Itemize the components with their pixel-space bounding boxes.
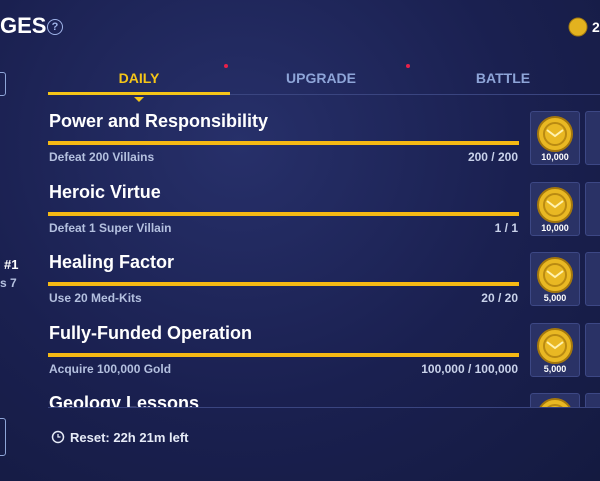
screen-title: GES <box>0 13 47 38</box>
currency-icon <box>568 17 588 37</box>
challenge-description: Acquire 100,000 Gold <box>49 361 172 376</box>
side-panel-edge <box>0 72 6 96</box>
reward-box-secondary[interactable] <box>585 111 600 165</box>
reward-amount: 5,000 <box>543 363 567 374</box>
challenge-title: Heroic Virtue <box>49 181 161 202</box>
reward-box-secondary[interactable] <box>585 252 600 306</box>
progress-bar <box>48 141 519 145</box>
side-rank: #1 <box>4 257 19 272</box>
reward-amount: 5,000 <box>543 293 567 303</box>
tab-pointer <box>134 97 144 102</box>
reward-box-secondary[interactable] <box>585 181 600 236</box>
progress-bar <box>48 282 519 286</box>
challenge-title: Fully-Funded Operation <box>49 322 252 343</box>
challenge-title: Healing Factor <box>49 252 175 272</box>
tab[interactable]: DAILY <box>118 70 160 86</box>
footer-divider <box>48 407 600 408</box>
challenge-title: Geology Lessons <box>49 393 200 407</box>
reward-box[interactable]: 5,000 <box>530 322 580 377</box>
help-button[interactable]: ? <box>47 19 63 35</box>
currency-amount: 2 <box>592 19 600 35</box>
side-sub: s 7 <box>0 276 17 290</box>
challenge-item: Fully-Funded Operation Acquire 100,000 Go… <box>0 315 600 385</box>
clock-icon <box>51 430 65 444</box>
challenge-item: Heroic Virtue Defeat 1 Super Villain 1 / 1… <box>0 174 600 244</box>
notification-dot <box>406 64 410 68</box>
notification-dot <box>224 64 228 68</box>
challenge-progress: 100,000 / 100,000 <box>421 361 518 376</box>
reward-box[interactable]: 10,000 <box>530 181 580 236</box>
progress-bar <box>48 352 519 357</box>
reward-box[interactable] <box>530 393 580 407</box>
reset-timer: Reset: 22h 21m left <box>70 430 189 445</box>
challenge-description: Use 20 Med-Kits <box>49 291 142 305</box>
challenge-item: Healing Factor Use 20 Med-Kits 20 / 20 5,00… <box>0 244 600 314</box>
reward-amount: 10,000 <box>541 222 569 233</box>
challenge-progress: 20 / 20 <box>481 291 518 305</box>
challenge-title: Power and Responsibility <box>49 111 269 131</box>
tab[interactable]: UPGRADE <box>285 70 357 86</box>
challenge-item: Geology Lessons <box>0 385 600 407</box>
progress-bar <box>48 211 519 216</box>
reward-box-secondary[interactable] <box>585 322 600 377</box>
challenge-description: Defeat 200 Villains <box>49 150 155 164</box>
challenge-progress: 1 / 1 <box>494 220 518 235</box>
tab[interactable]: BATTLE <box>475 70 531 86</box>
challenge-description: Defeat 1 Super Villain <box>49 220 172 235</box>
challenge-list: Power and Responsibility Defeat 200 Villa… <box>0 105 600 407</box>
reward-box-secondary[interactable] <box>585 393 600 407</box>
challenge-item: Power and Responsibility Defeat 200 Villa… <box>0 105 600 173</box>
reward-amount: 10,000 <box>541 152 569 162</box>
side-panel-edge <box>0 418 6 456</box>
tab-underline <box>48 92 230 95</box>
reward-box[interactable]: 10,000 <box>530 111 580 165</box>
challenge-progress: 200 / 200 <box>467 150 518 164</box>
reward-box[interactable]: 5,000 <box>530 252 580 306</box>
tab-divider <box>48 94 600 95</box>
